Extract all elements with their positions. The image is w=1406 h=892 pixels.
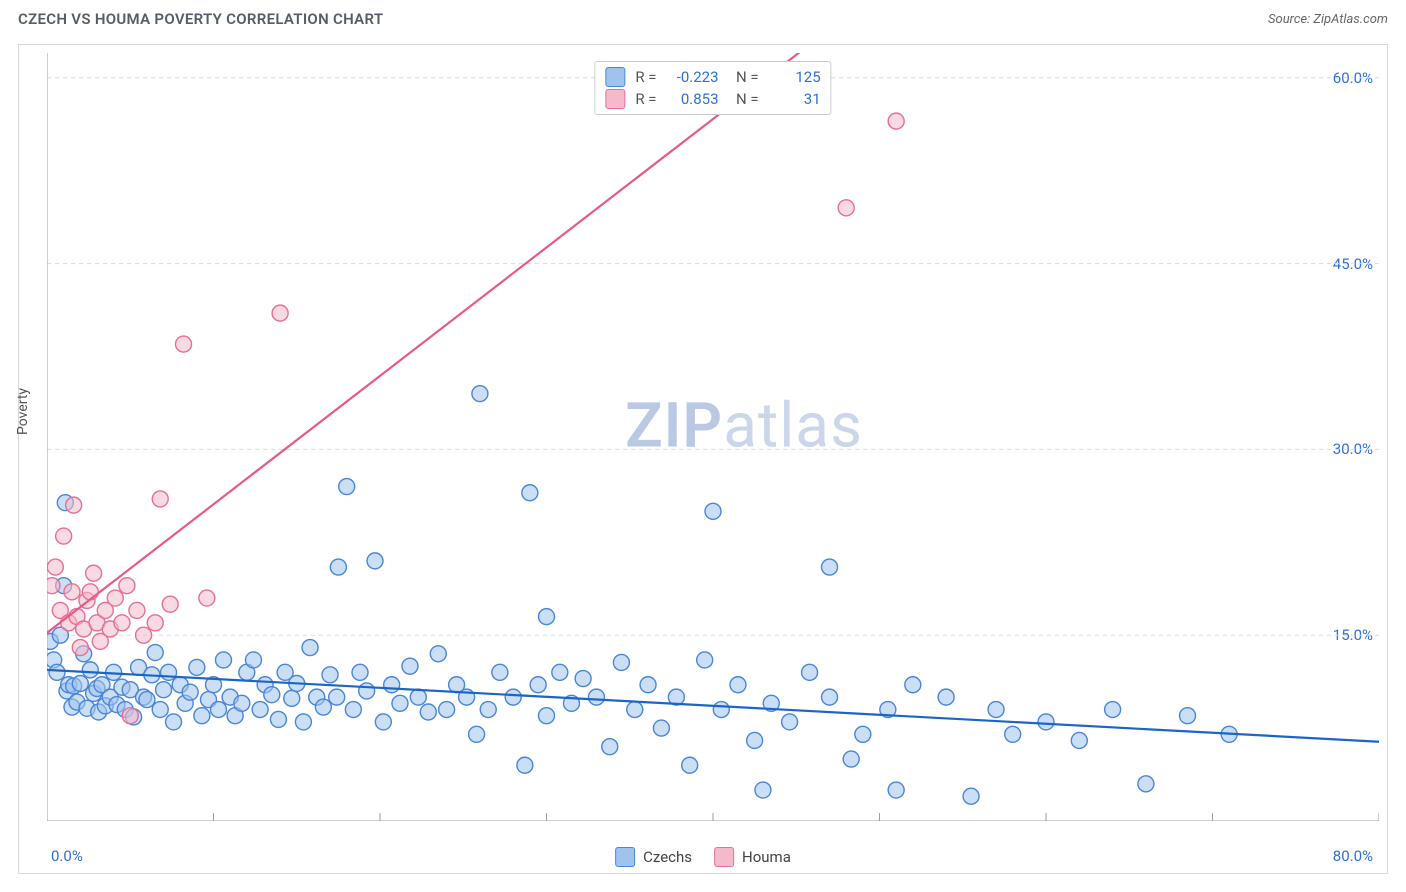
y-axis-label: Poverty (15, 388, 31, 435)
czechs-legend-swatch (615, 847, 635, 867)
czechs-swatch (605, 67, 625, 87)
houma-swatch (605, 89, 625, 109)
stats-row-czechs: R =-0.223 N =125 (605, 66, 820, 88)
houma-legend-swatch (714, 847, 734, 867)
houma-legend-label: Houma (742, 848, 791, 866)
czechs-legend-label: Czechs (643, 848, 692, 866)
source-attribution: Source: ZipAtlas.com (1268, 12, 1388, 27)
stats-legend: R =-0.223 N =125 R =0.853 N =31 (594, 61, 831, 115)
scatter-plot-svg (47, 53, 1379, 821)
x-axis-max-label: 80.0% (1333, 847, 1373, 865)
legend-item-houma: Houma (714, 847, 791, 867)
plot-area: R =-0.223 N =125 R =0.853 N =31 (47, 53, 1379, 821)
stats-row-houma: R =0.853 N =31 (605, 88, 820, 110)
chart-title: CZECH VS HOUMA POVERTY CORRELATION CHART (18, 10, 383, 28)
legend-item-czechs: Czechs (615, 847, 692, 867)
chart-container: Poverty ZIPatlas 15.0%30.0%45.0%60.0% R … (18, 44, 1388, 874)
series-legend: Czechs Houma (615, 847, 791, 867)
x-axis-min-label: 0.0% (51, 847, 83, 865)
